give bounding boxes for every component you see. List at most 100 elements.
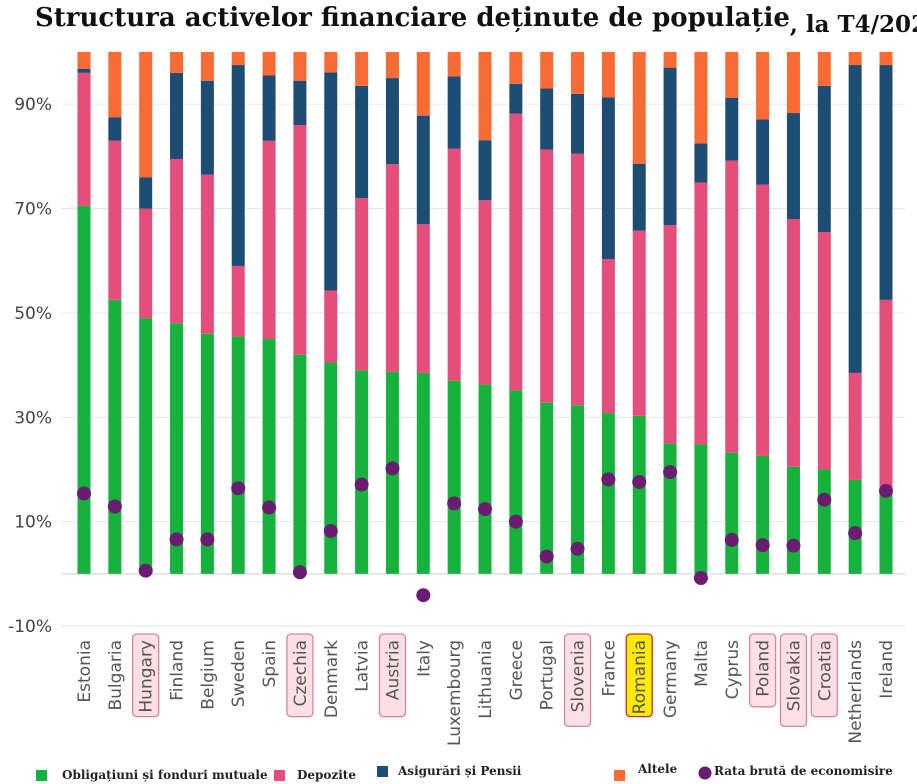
bar-czechia-asigurari-si-pensii bbox=[293, 80, 307, 126]
bar-estonia-altele bbox=[77, 52, 91, 69]
point-austria bbox=[385, 461, 400, 476]
legend-label-rata-bruta-de-economisire: Rata brută de economisire bbox=[714, 764, 893, 778]
y-tick-label: 10% bbox=[14, 513, 52, 533]
x-tick-label-greece: Greece bbox=[507, 640, 527, 701]
bar-germany-altele bbox=[663, 52, 677, 68]
bar-denmark-depozite bbox=[324, 290, 338, 363]
highlight-box bbox=[378, 633, 407, 718]
bar-netherlands-asigurari-si-pensii bbox=[848, 65, 862, 373]
bar-slovenia-altele bbox=[571, 52, 585, 94]
bar-estonia-depozite bbox=[77, 72, 91, 206]
bar-malta-altele bbox=[694, 52, 708, 144]
point-luxembourg bbox=[447, 496, 462, 511]
bar-hungary-obligatiuni-si-fonduri-mutuale bbox=[139, 318, 153, 574]
bar-finland-obligatiuni-si-fonduri-mutuale bbox=[170, 323, 184, 574]
x-axis-ticks: Estonia Bulgaria Hungary Finland Belgium Swed… bbox=[75, 640, 897, 746]
point-croatia bbox=[817, 492, 832, 507]
bar-spain-asigurari-si-pensii bbox=[262, 75, 276, 141]
bar-sweden-obligatiuni-si-fonduri-mutuale bbox=[231, 336, 245, 574]
bar-austria-altele bbox=[385, 52, 399, 79]
x-tick-label-lithuania: Lithuania bbox=[476, 640, 496, 719]
bar-netherlands-altele bbox=[848, 52, 862, 66]
y-tick-label: -10% bbox=[8, 617, 52, 637]
bar-slovakia-asigurari-si-pensii bbox=[786, 113, 800, 219]
bar-luxembourg-depozite bbox=[447, 148, 461, 381]
chart-title-suffix: , la T4/2023 bbox=[790, 11, 917, 38]
x-tick-label-romania: Romania bbox=[630, 640, 650, 714]
x-tick-label-denmark: Denmark bbox=[322, 640, 342, 718]
bar-belgium-asigurari-si-pensii bbox=[200, 80, 214, 175]
point-belgium bbox=[200, 532, 215, 547]
point-portugal bbox=[539, 549, 554, 564]
point-latvia bbox=[354, 477, 369, 492]
bar-finland-altele bbox=[170, 52, 184, 73]
point-netherlands bbox=[848, 526, 863, 541]
bar-bulgaria-asigurari-si-pensii bbox=[108, 117, 122, 141]
y-axis-ticks: -10% 10% 30% 50% 70% 90% bbox=[8, 95, 52, 637]
x-tick-label-france: France bbox=[599, 640, 619, 697]
bar-hungary-asigurari-si-pensii bbox=[139, 177, 153, 209]
highlight-box bbox=[779, 633, 808, 728]
point-hungary bbox=[138, 563, 153, 578]
point-slovenia bbox=[570, 541, 585, 556]
legend: Obligațiuni și fonduri mutuale Depozite As… bbox=[36, 762, 893, 782]
x-tick-label-portugal: Portugal bbox=[538, 640, 558, 710]
bar-romania-altele bbox=[632, 52, 646, 164]
point-ireland bbox=[879, 483, 893, 498]
x-tick-label-slovenia: Slovenia bbox=[569, 640, 589, 712]
legend-marker-obligatiuni-si-fonduri-mutuale bbox=[36, 770, 47, 781]
highlight-box bbox=[132, 633, 160, 718]
bar-spain-altele bbox=[262, 52, 276, 76]
bar-portugal-asigurari-si-pensii bbox=[540, 88, 554, 150]
bar-slovakia-obligatiuni-si-fonduri-mutuale bbox=[786, 466, 800, 574]
x-tick-label-slovakia: Slovakia bbox=[784, 640, 804, 711]
bar-austria-depozite bbox=[385, 164, 399, 372]
bar-lithuania-altele bbox=[478, 52, 492, 141]
bar-bulgaria-obligatiuni-si-fonduri-mutuale bbox=[108, 299, 122, 574]
point-romania bbox=[632, 474, 647, 489]
bar-ireland-obligatiuni-si-fonduri-mutuale bbox=[879, 492, 893, 574]
bar-latvia-asigurari-si-pensii bbox=[355, 85, 369, 199]
y-tick-label: 70% bbox=[14, 200, 52, 220]
y-tick-label: 50% bbox=[14, 304, 52, 324]
bar-bulgaria-depozite bbox=[108, 140, 122, 300]
x-tick-label-hungary: Hungary bbox=[137, 640, 157, 713]
bar-czechia-depozite bbox=[293, 125, 307, 355]
x-tick-label-cyprus: Cyprus bbox=[723, 640, 743, 699]
bar-romania-asigurari-si-pensii bbox=[632, 163, 646, 231]
y-tick-label: 90% bbox=[14, 95, 52, 115]
bar-bulgaria-altele bbox=[108, 52, 122, 118]
x-tick-label-spain: Spain bbox=[260, 640, 280, 688]
bar-austria-asigurari-si-pensii bbox=[385, 78, 399, 165]
bar-czechia-obligatiuni-si-fonduri-mutuale bbox=[293, 354, 307, 574]
x-tick-label-bulgaria: Bulgaria bbox=[106, 640, 126, 711]
point-greece bbox=[508, 514, 523, 529]
x-tick-label-belgium: Belgium bbox=[198, 640, 218, 710]
bar-malta-asigurari-si-pensii bbox=[694, 143, 708, 183]
bar-poland-asigurari-si-pensii bbox=[756, 119, 770, 185]
bar-spain-depozite bbox=[262, 140, 276, 339]
x-tick-label-sweden: Sweden bbox=[229, 640, 249, 707]
bar-belgium-altele bbox=[200, 52, 214, 81]
bar-portugal-altele bbox=[540, 52, 554, 89]
bar-france-depozite bbox=[601, 259, 615, 414]
bar-finland-asigurari-si-pensii bbox=[170, 72, 184, 159]
bar-czechia-altele bbox=[293, 52, 307, 81]
bar-malta-depozite bbox=[694, 182, 708, 445]
bar-sweden-asigurari-si-pensii bbox=[231, 65, 245, 266]
point-lithuania bbox=[478, 502, 492, 517]
bar-germany-asigurari-si-pensii bbox=[663, 67, 677, 226]
point-sweden bbox=[231, 481, 246, 496]
x-tick-label-finland: Finland bbox=[168, 640, 188, 701]
bar-denmark-asigurari-si-pensii bbox=[324, 72, 338, 291]
category-highlights bbox=[132, 633, 838, 728]
x-tick-label-germany: Germany bbox=[661, 640, 681, 718]
bar-portugal-obligatiuni-si-fonduri-mutuale bbox=[540, 402, 554, 574]
bar-malta-obligatiuni-si-fonduri-mutuale bbox=[694, 444, 708, 574]
bar-hungary-depozite bbox=[139, 208, 153, 319]
bar-hungary-altele bbox=[139, 52, 153, 178]
point-denmark bbox=[323, 524, 338, 539]
bar-greece-depozite bbox=[509, 113, 523, 391]
bar-belgium-depozite bbox=[200, 174, 214, 334]
